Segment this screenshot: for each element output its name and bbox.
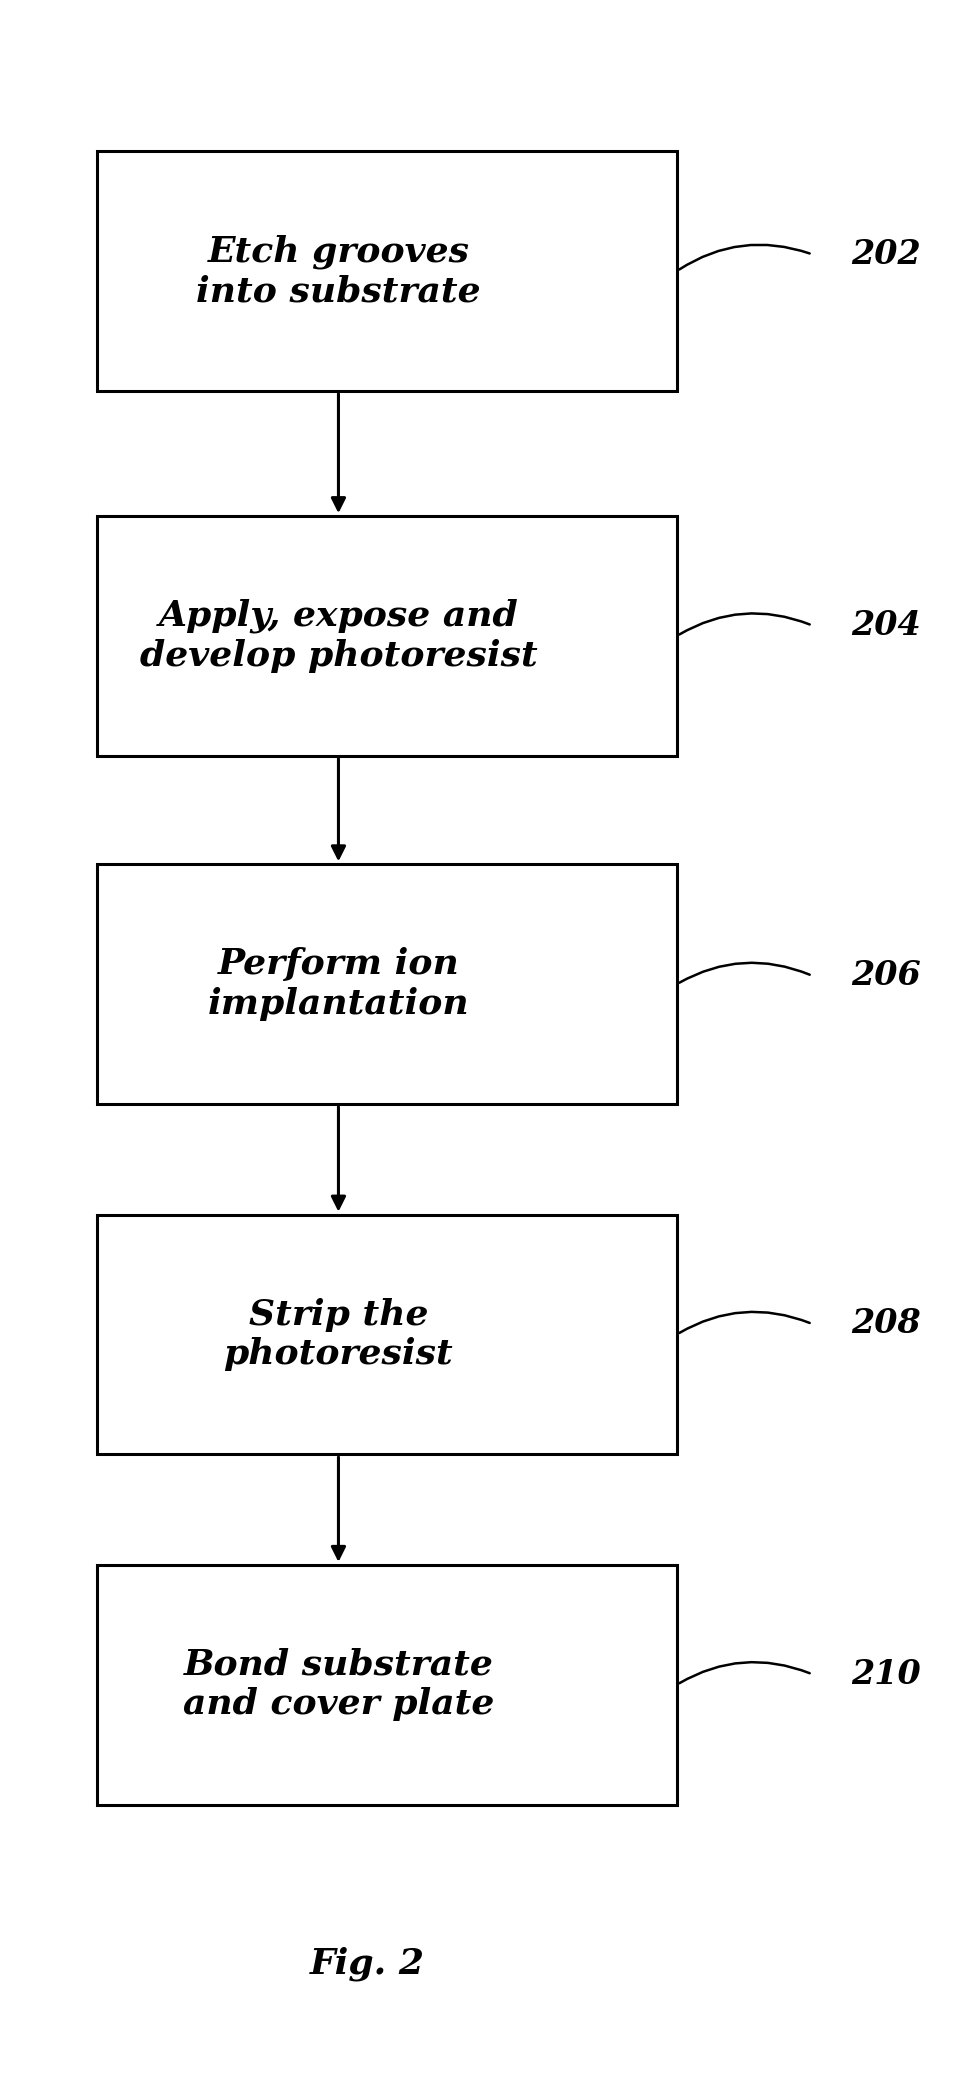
- Text: Etch grooves
into substrate: Etch grooves into substrate: [196, 234, 481, 309]
- Text: Strip the
photoresist: Strip the photoresist: [223, 1297, 454, 1372]
- Text: Perform ion
implantation: Perform ion implantation: [208, 947, 469, 1022]
- Text: 210: 210: [851, 1658, 921, 1691]
- Text: Fig. 2: Fig. 2: [310, 1947, 425, 1981]
- Text: Apply, expose and
develop photoresist: Apply, expose and develop photoresist: [139, 598, 538, 673]
- Bar: [97, 150, 677, 392]
- Text: Bond substrate
and cover plate: Bond substrate and cover plate: [183, 1647, 494, 1722]
- Bar: [97, 515, 677, 755]
- Text: 208: 208: [851, 1307, 921, 1341]
- Text: 206: 206: [851, 959, 921, 992]
- Bar: [97, 1213, 677, 1455]
- Text: 202: 202: [851, 238, 921, 271]
- Bar: [97, 863, 677, 1105]
- Bar: [97, 1564, 677, 1804]
- Text: 204: 204: [851, 609, 921, 642]
